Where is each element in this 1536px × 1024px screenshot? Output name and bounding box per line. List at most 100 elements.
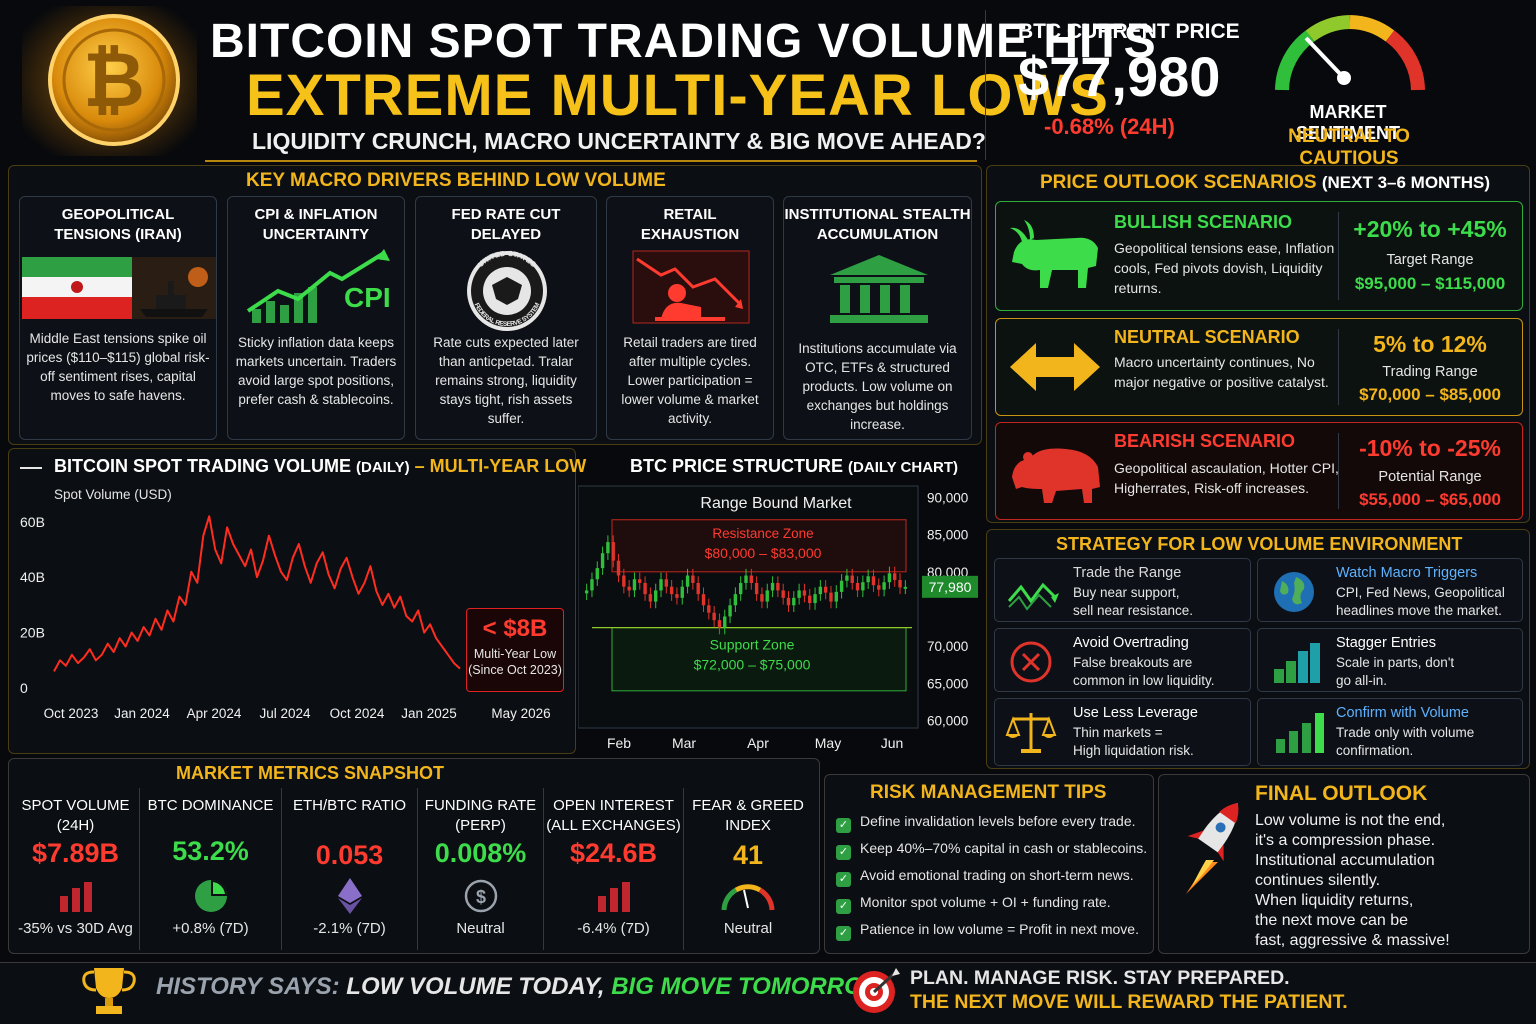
metric-value: $7.89B (31, 838, 120, 868)
footer-plan-line2: THE NEXT MOVE WILL REWARD THE PATIENT. (910, 991, 1348, 1013)
current-price-tag-text: 77,980 (929, 579, 972, 595)
strategy-item-text: Buy near support, sell near resistance. (1073, 584, 1193, 620)
price-candle (882, 582, 886, 590)
strategy-line: Trade only with volume (1336, 725, 1475, 740)
metric-label-line: (24H) (56, 817, 95, 834)
price-candle (696, 582, 700, 595)
price-candle (590, 579, 594, 591)
price-candle (606, 542, 610, 554)
metric-label: FUNDING RATE (PERP) (418, 796, 543, 836)
driver-card-institutional: INSTITUTIONAL STEALTH ACCUMULATION Insti… (783, 196, 972, 440)
metrics-title: MARKET METRICS SNAPSHOT (176, 763, 445, 783)
target-icon (850, 966, 902, 1016)
scenarios-title-main: PRICE OUTLOOK SCENARIOS (1040, 172, 1317, 193)
price-candle (903, 586, 908, 589)
check-icon: ✓ (836, 926, 851, 941)
metric-value: 0.008% (434, 838, 527, 868)
risk-tip: ✓ Define invalidation levels before every… (836, 813, 1136, 833)
risk-tip-text: Keep 40%–70% capital in cash or stableco… (860, 840, 1148, 856)
price-y-tick: 70,000 (927, 639, 968, 654)
price-candle (733, 594, 738, 606)
volume-title-dash (20, 467, 42, 469)
price-candle (675, 594, 679, 598)
price-candle (760, 594, 764, 602)
support-zone-label: Support Zone (710, 637, 795, 653)
price-title-suffix: (DAILY CHART) (848, 459, 959, 476)
scenario-bullish: BULLISH SCENARIO Geopolitical tensions e… (995, 201, 1523, 311)
price-candle (749, 575, 754, 583)
check-icon: ✓ (836, 818, 851, 833)
svg-text:$: $ (475, 887, 485, 907)
bank-building-icon (824, 253, 934, 325)
price-candle (643, 582, 647, 595)
strategy-line: Thin markets = (1073, 725, 1163, 740)
price-candle (680, 586, 684, 598)
strategy-item-title: Trade the Range (1073, 565, 1182, 581)
btc-price-change: -0.68% (24H) (1044, 114, 1175, 139)
price-title-main: BTC PRICE STRUCTURE (630, 456, 844, 476)
scenario-text: Macro uncertainty continues, No major ne… (1114, 354, 1329, 390)
price-y-tick: 90,000 (927, 490, 968, 505)
metric-label-line: FEAR & GREED (692, 797, 804, 814)
federal-reserve-seal-icon: UNITED STATES FEDERAL RESERVE SYSTEM (458, 249, 556, 333)
outlook-panel (1158, 774, 1530, 954)
metric-footer: Neutral (456, 920, 505, 937)
driver-title: RETAIL EXHAUSTION (640, 206, 740, 243)
price-candle (866, 576, 870, 583)
price-candle (839, 580, 844, 592)
price-candle (893, 573, 897, 580)
volume-chart-title: BITCOIN SPOT TRADING VOLUME (DAILY) – MU… (54, 456, 586, 477)
risk-tip-text: Monitor spot volume + OI + funding rate. (860, 894, 1111, 910)
risk-tip-text: Avoid emotional trading on short-term ne… (860, 867, 1134, 883)
scenario-range: $70,000 – $85,000 (1359, 385, 1501, 404)
scenario-pct: 5% to 12% (1373, 331, 1487, 357)
metric-value: 0.053 (315, 840, 384, 870)
scenario-range-label: Trading Range (1382, 364, 1478, 380)
price-x-tick: Mar (672, 735, 696, 751)
price-plot-area (578, 485, 919, 729)
volume-y-tick: 20B (20, 625, 45, 641)
bull-icon (1006, 218, 1106, 296)
scenario-divider (1338, 433, 1339, 509)
metric-open-interest: OPEN INTEREST (ALL EXCHANGES) $24.6B -6.4… (544, 788, 684, 950)
price-candle (654, 590, 658, 602)
strategy-item-title: Confirm with Volume (1336, 705, 1469, 721)
price-candle (691, 575, 695, 583)
metric-label-line: OPEN INTEREST (553, 797, 674, 814)
macro-drivers-title: KEY MACRO DRIVERS BEHIND LOW VOLUME (246, 170, 666, 191)
driver-title: INSTITUTIONAL STEALTH ACCUMULATION (784, 206, 971, 243)
metric-footer: -35% vs 30D Avg (18, 920, 133, 937)
page-title-line1: BITCOIN SPOT TRADING VOLUME HITS (210, 15, 1157, 68)
price-candle (845, 575, 849, 581)
risk-tip: ✓ Monitor spot volume + OI + funding rate… (836, 894, 1111, 914)
outlook-text: Low volume is not the end, it's a compre… (1255, 811, 1450, 951)
price-candle (584, 590, 589, 594)
price-chart-svg: Range Bound Market Resistance Zone $80,000… (578, 485, 978, 751)
scenario-title: BULLISH SCENARIO (1114, 212, 1293, 232)
metric-btc-dominance: BTC DOMINANCE 53.2% +0.8% (7D) (140, 788, 282, 950)
price-candle (813, 594, 817, 604)
price-candle (871, 576, 876, 586)
metric-label-line: ETH/BTC RATIO (292, 797, 407, 814)
risk-tip: ✓ Patience in low volume = Profit in next… (836, 921, 1139, 941)
strategy-line: go all-in. (1336, 673, 1388, 688)
risk-tip: ✓ Keep 40%–70% capital in cash or stablec… (836, 840, 1147, 860)
current-price-tag (922, 575, 978, 598)
iran-flag-icon (22, 257, 216, 319)
svg-text:₿: ₿ (83, 38, 145, 123)
price-candle (754, 582, 759, 595)
driver-text: Middle East tensions spike oil prices ($… (26, 331, 210, 403)
scenario-divider (1338, 212, 1339, 300)
strategy-item-text: Thin markets = High liquidation risk. (1073, 724, 1194, 760)
history-prefix: HISTORY SAYS: (156, 973, 347, 1000)
volume-title-main: BITCOIN SPOT TRADING VOLUME (54, 456, 351, 476)
metric-funding-rate: FUNDING RATE (PERP) 0.008% $ Neutral (418, 788, 544, 950)
check-icon: ✓ (836, 899, 851, 914)
metric-label-line: SPOT VOLUME (21, 797, 130, 814)
x-circle-icon (1005, 637, 1063, 687)
price-candle (818, 586, 823, 595)
support-zone (611, 627, 907, 692)
price-y-tick: 85,000 (927, 528, 968, 543)
strategy-line: common in low liquidity. (1073, 673, 1215, 688)
metric-value: 53.2% (172, 836, 249, 866)
